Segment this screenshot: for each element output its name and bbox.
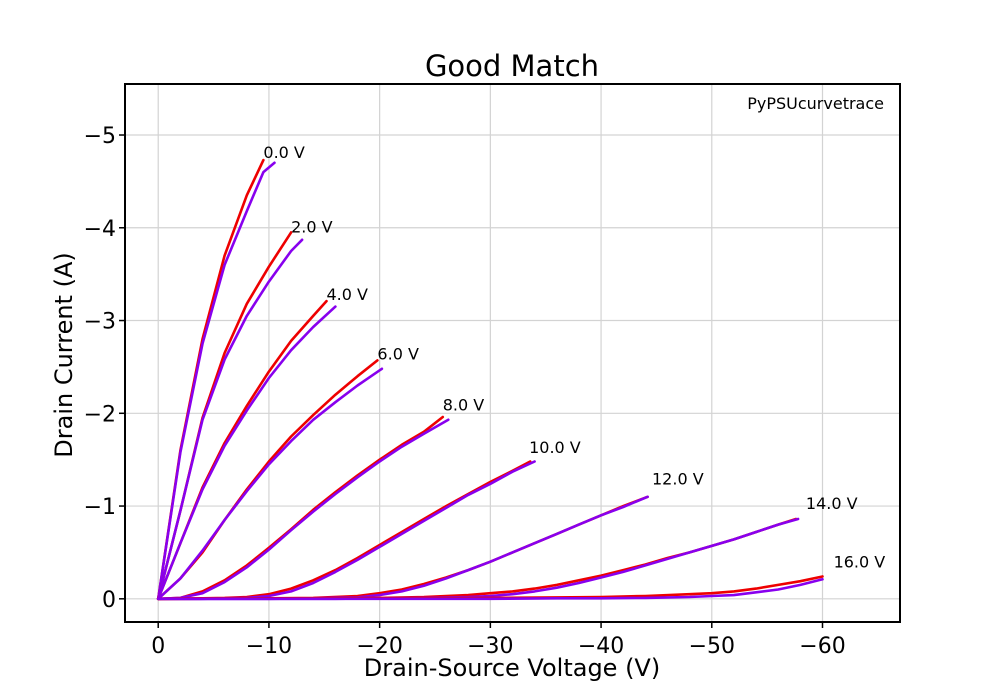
series-line-4-0-red	[156, 299, 328, 601]
x-tick-label: −60	[799, 634, 845, 659]
y-tick-label: −5	[84, 124, 116, 149]
series-line-4-0-purple	[156, 305, 337, 601]
curve-label: 0.0 V	[263, 143, 305, 162]
series-line-0-0-purple	[156, 161, 276, 601]
x-axis-ticks: 0 −10 −20 −30 −40 −50 −60	[151, 622, 846, 659]
curve-label: 12.0 V	[652, 470, 704, 489]
curve-label: 4.0 V	[327, 285, 369, 304]
x-tick-label: −10	[246, 634, 292, 659]
series-line-8-0-red	[156, 415, 445, 601]
y-axis-ticks: 0 −1 −2 −3 −4 −5	[84, 124, 125, 613]
plot-frame	[124, 83, 901, 623]
series-line-2-0-purple	[156, 238, 304, 601]
x-tick-label: −30	[467, 634, 513, 659]
y-axis-label: Drain Current (A)	[50, 252, 78, 457]
x-tick-label: 0	[151, 634, 165, 659]
curve-label: 2.0 V	[291, 217, 333, 236]
x-tick-label: −50	[689, 634, 735, 659]
curve-label: 8.0 V	[443, 396, 485, 415]
curve-label: 16.0 V	[834, 552, 886, 571]
y-tick-label: −1	[84, 495, 116, 520]
curve-label: 10.0 V	[529, 438, 581, 457]
series-line-8-0-purple	[156, 418, 450, 601]
y-tick-label: −2	[84, 402, 116, 427]
curves-layer	[156, 158, 824, 601]
curve-label: 14.0 V	[806, 494, 858, 513]
x-tick-label: −20	[356, 634, 402, 659]
grid-lines	[125, 84, 900, 622]
series-line-2-0-red	[156, 231, 293, 601]
y-tick-label: 0	[102, 588, 116, 613]
x-tick-label: −40	[578, 634, 624, 659]
series-line-16-0-purple	[156, 577, 824, 601]
curve-label: 6.0 V	[377, 344, 419, 363]
chart-title: Good Match	[425, 49, 599, 83]
curve-labels-layer: 0.0 V 2.0 V 4.0 V 6.0 V 8.0 V 10.0 V 12.0 V 14.…	[263, 143, 885, 571]
x-axis-label: Drain-Source Voltage (V)	[364, 654, 660, 682]
y-tick-label: −3	[84, 310, 116, 335]
y-tick-label: −4	[84, 217, 116, 242]
series-line-6-0-purple	[156, 367, 384, 601]
watermark-annotation: PyPSUcurvetrace	[747, 94, 884, 113]
series-line-10-0-red	[156, 460, 532, 601]
series-line-10-0-purple	[156, 460, 536, 601]
